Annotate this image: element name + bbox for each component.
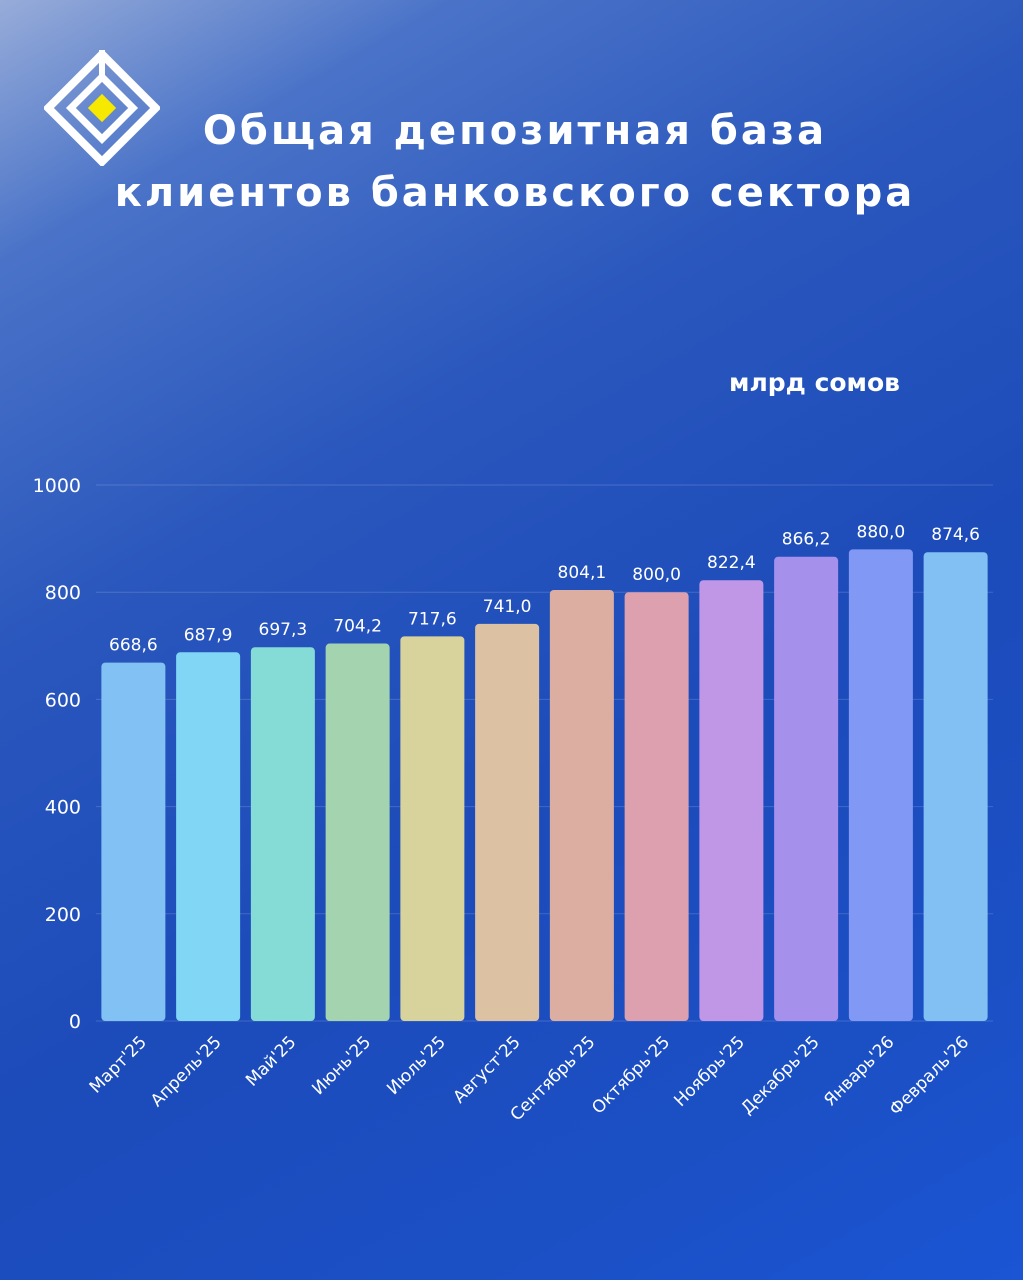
- bar-value-label: 668,6: [109, 636, 158, 656]
- bar: [475, 623, 540, 1021]
- y-tick-label: 0: [69, 1011, 81, 1033]
- bar: [624, 592, 689, 1021]
- bar: [250, 647, 315, 1021]
- y-tick-label: 800: [45, 582, 81, 604]
- bar: [549, 590, 614, 1021]
- x-tick-label: Февраль'26: [886, 1032, 973, 1119]
- x-tick-label: Январь'26: [820, 1032, 898, 1110]
- bars: [101, 549, 988, 1021]
- bar: [774, 556, 839, 1021]
- title-line-2: клиентов банковского сектора: [114, 170, 916, 216]
- value-labels: 668,6 687,9 697,3 704,2 717,6 741,0 804,1 800,0…: [109, 522, 980, 655]
- y-tick-label: 200: [45, 904, 81, 926]
- bar-value-label: 874,6: [931, 525, 980, 545]
- chart-title: Общая депозитная база клиентов банковско…: [95, 100, 935, 224]
- bar-value-label: 741,0: [483, 597, 532, 617]
- bar: [400, 636, 465, 1021]
- unit-label: млрд сомов: [729, 368, 900, 397]
- bar: [101, 662, 166, 1021]
- bar: [848, 549, 913, 1021]
- y-tick-label: 600: [45, 689, 81, 711]
- logo-icon: [44, 50, 160, 166]
- bar-value-label: 880,0: [857, 522, 906, 542]
- x-tick-label: Июнь'25: [308, 1032, 375, 1099]
- bar-value-label: 717,6: [408, 609, 457, 629]
- x-tick-label: Декабрь'25: [737, 1032, 823, 1118]
- y-tick-label: 400: [45, 797, 81, 819]
- bar-value-label: 687,9: [184, 625, 233, 645]
- bar-value-label: 800,0: [632, 565, 681, 585]
- bar-value-label: 866,2: [782, 530, 831, 550]
- bar: [176, 652, 241, 1021]
- x-tick-label: Октябрь'25: [588, 1032, 674, 1118]
- bar-chart: 0 200 400 600 800 1000 668,6 687,9 697,3 704,2 71…: [33, 475, 993, 1125]
- x-tick-label: Ноябрь'25: [670, 1032, 748, 1111]
- bar-value-label: 704,2: [333, 617, 382, 637]
- y-tick-label: 1000: [33, 475, 81, 497]
- title-line-1: Общая депозитная база: [202, 108, 828, 154]
- bar-value-label: 697,3: [259, 620, 308, 640]
- x-tick-label: Апрель'25: [147, 1032, 226, 1111]
- x-tick-label: Май'25: [242, 1032, 300, 1090]
- bar: [923, 552, 988, 1021]
- bar-value-label: 822,4: [707, 553, 756, 573]
- y-axis: 0 200 400 600 800 1000: [33, 475, 81, 1033]
- x-tick-label: Март'25: [86, 1032, 151, 1097]
- bar-value-label: 804,1: [558, 563, 607, 583]
- x-tick-label: Июль'25: [383, 1032, 450, 1099]
- bar: [699, 580, 764, 1021]
- grid-lines: [96, 484, 993, 1022]
- x-tick-label: Август'25: [450, 1032, 525, 1107]
- bar: [325, 643, 390, 1021]
